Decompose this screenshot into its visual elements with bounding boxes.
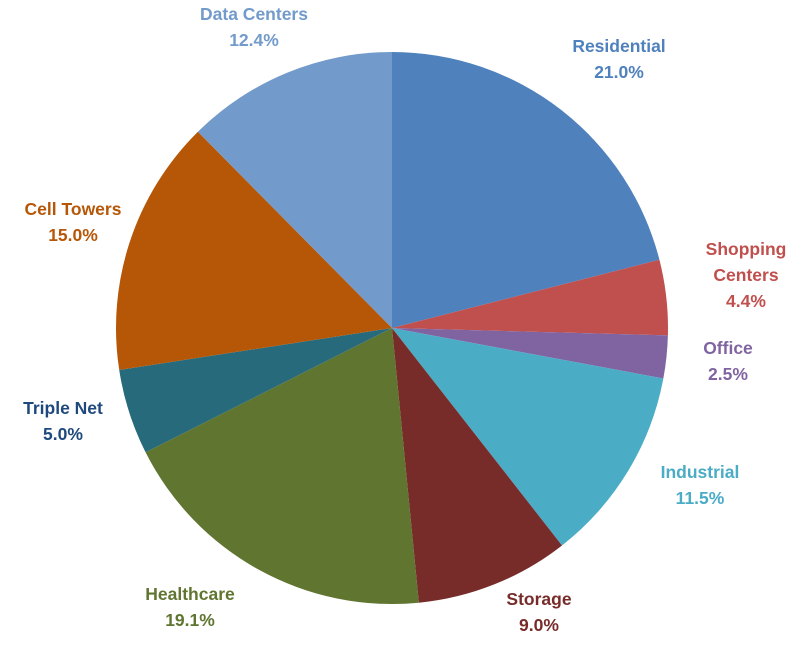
label-value: 9.0% — [519, 615, 559, 635]
label-name: Data Centers — [200, 4, 308, 24]
label-name: Industrial — [661, 462, 740, 482]
label-name: Office — [703, 338, 753, 358]
label-office: Office 2.5% — [703, 338, 753, 384]
label-shopping-centers: Shopping Centers 4.4% — [706, 239, 787, 311]
label-data-centers: Data Centers 12.4% — [200, 4, 308, 50]
label-value: 12.4% — [229, 30, 279, 50]
slice-healthcare — [145, 328, 419, 605]
label-value: 2.5% — [708, 364, 748, 384]
label-value: 11.5% — [676, 488, 725, 508]
slice-triple-net — [119, 328, 392, 453]
slice-storage — [392, 328, 562, 603]
label-name: Storage — [506, 589, 571, 609]
label-name: Residential — [572, 36, 665, 56]
label-triple-net: Triple Net 5.0% — [23, 398, 103, 444]
label-value: 4.4% — [726, 291, 766, 311]
label-value: 19.1% — [165, 610, 215, 630]
label-storage: Storage 9.0% — [506, 589, 571, 635]
label-industrial: Industrial 11.5% — [661, 462, 740, 508]
slice-shopping-centers — [392, 259, 668, 336]
slice-industrial — [392, 328, 664, 546]
label-name: Cell Towers — [25, 199, 122, 219]
slice-data-centers — [197, 52, 392, 328]
label-healthcare: Healthcare 19.1% — [145, 584, 235, 630]
label-residential: Residential 21.0% — [572, 36, 665, 82]
slice-cell-towers — [115, 131, 393, 370]
label-value: 5.0% — [43, 424, 83, 444]
pie-slices — [115, 52, 668, 605]
slice-office — [392, 328, 668, 379]
slice-residential — [392, 52, 660, 328]
label-name: Centers — [713, 265, 778, 285]
label-name: Triple Net — [23, 398, 103, 418]
label-value: 21.0% — [594, 62, 644, 82]
label-value: 15.0% — [48, 225, 98, 245]
pie-labels: Residential 21.0% Shopping Centers 4.4% Offic… — [23, 4, 786, 635]
label-name: Shopping — [706, 239, 787, 259]
label-name: Healthcare — [145, 584, 235, 604]
label-cell-towers: Cell Towers 15.0% — [25, 199, 122, 245]
